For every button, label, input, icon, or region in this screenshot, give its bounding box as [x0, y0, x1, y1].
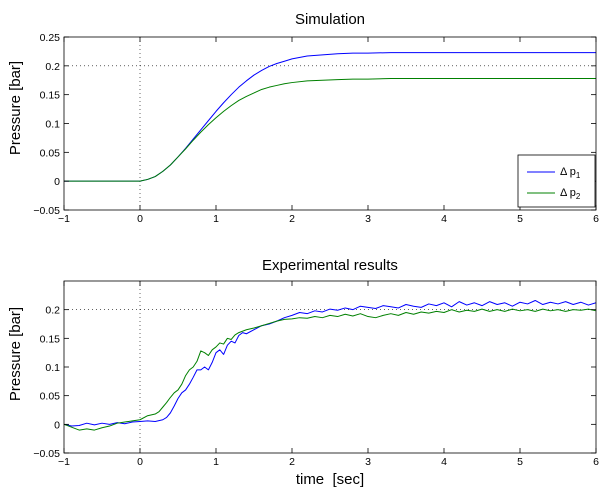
- y-tick-label: 0.15: [40, 90, 61, 102]
- series-line-2: [64, 78, 596, 182]
- x-axis-label: time [sec]: [296, 471, 364, 488]
- ticks: −1 0 1 2 3 4 5 6 −0.05 0 0.05 0.1 0.15 0.2 0.25: [33, 32, 599, 225]
- ticks: −1 0 1 2 3 4 5 6 −0.05 0 0.05 0.1 0.15 0.2: [33, 281, 599, 468]
- chart-title: Experimental results: [262, 257, 398, 274]
- legend-label-dp1: Δ p1: [560, 166, 581, 180]
- x-tick-label: 2: [289, 456, 295, 468]
- x-tick-label: 4: [441, 213, 447, 225]
- y-tick-label: 0.1: [45, 119, 60, 131]
- x-tick-label: 5: [517, 456, 523, 468]
- legend-symbol-dp2: Δ p: [560, 187, 576, 199]
- x-tick-label: 5: [517, 213, 523, 225]
- y-tick-label: −0.05: [33, 205, 60, 217]
- plot-area: [64, 281, 596, 453]
- y-tick-label: 0.05: [40, 147, 61, 159]
- series-group: [63, 299, 597, 431]
- y-axis-label: Pressure [bar]: [7, 307, 24, 401]
- y-axis-label: Pressure [bar]: [7, 61, 24, 155]
- x-tick-label: −1: [58, 456, 70, 468]
- simulation-chart: Simulation Pressure [bar] −1 0 1 2 3 4 5 6 −0.05…: [7, 11, 599, 225]
- x-tick-label: −1: [58, 213, 70, 225]
- y-tick-label: 0: [54, 176, 60, 188]
- x-tick-label: 3: [365, 456, 371, 468]
- legend-symbol-dp1: Δ p: [560, 166, 576, 178]
- legend-label-dp2: Δ p2: [560, 187, 581, 201]
- y-tick-label: 0.15: [40, 333, 61, 345]
- x-tick-label: 4: [441, 456, 447, 468]
- y-tick-label: 0.2: [45, 61, 60, 73]
- x-tick-label: 1: [213, 213, 219, 225]
- chart-title: Simulation: [295, 11, 365, 28]
- reference-lines: [64, 281, 596, 453]
- x-tick-label: 0: [137, 213, 143, 225]
- legend-box: [517, 154, 596, 208]
- legend-subscript-dp2: 2: [576, 192, 581, 201]
- series-group: [64, 52, 596, 182]
- x-tick-label: 0: [137, 456, 143, 468]
- y-tick-label: 0.05: [40, 391, 61, 403]
- x-tick-label: 1: [213, 456, 219, 468]
- y-tick-label: 0.1: [45, 362, 60, 374]
- y-tick-label: 0.25: [40, 32, 61, 44]
- series-line-2: [63, 308, 597, 431]
- series-line-1: [63, 299, 597, 427]
- x-tick-label: 6: [593, 213, 599, 225]
- y-tick-label: 0.2: [45, 305, 60, 317]
- y-tick-label: −0.05: [33, 448, 60, 460]
- legend-subscript-dp1: 1: [576, 171, 581, 180]
- x-tick-label: 3: [365, 213, 371, 225]
- plot-area: [64, 37, 596, 210]
- experimental-chart: Experimental results Pressure [bar] −1 0 1…: [7, 257, 599, 488]
- x-tick-label: 6: [593, 456, 599, 468]
- x-tick-label: 2: [289, 213, 295, 225]
- legend: Δ p1 Δ p2: [517, 154, 596, 208]
- y-tick-label: 0: [54, 419, 60, 431]
